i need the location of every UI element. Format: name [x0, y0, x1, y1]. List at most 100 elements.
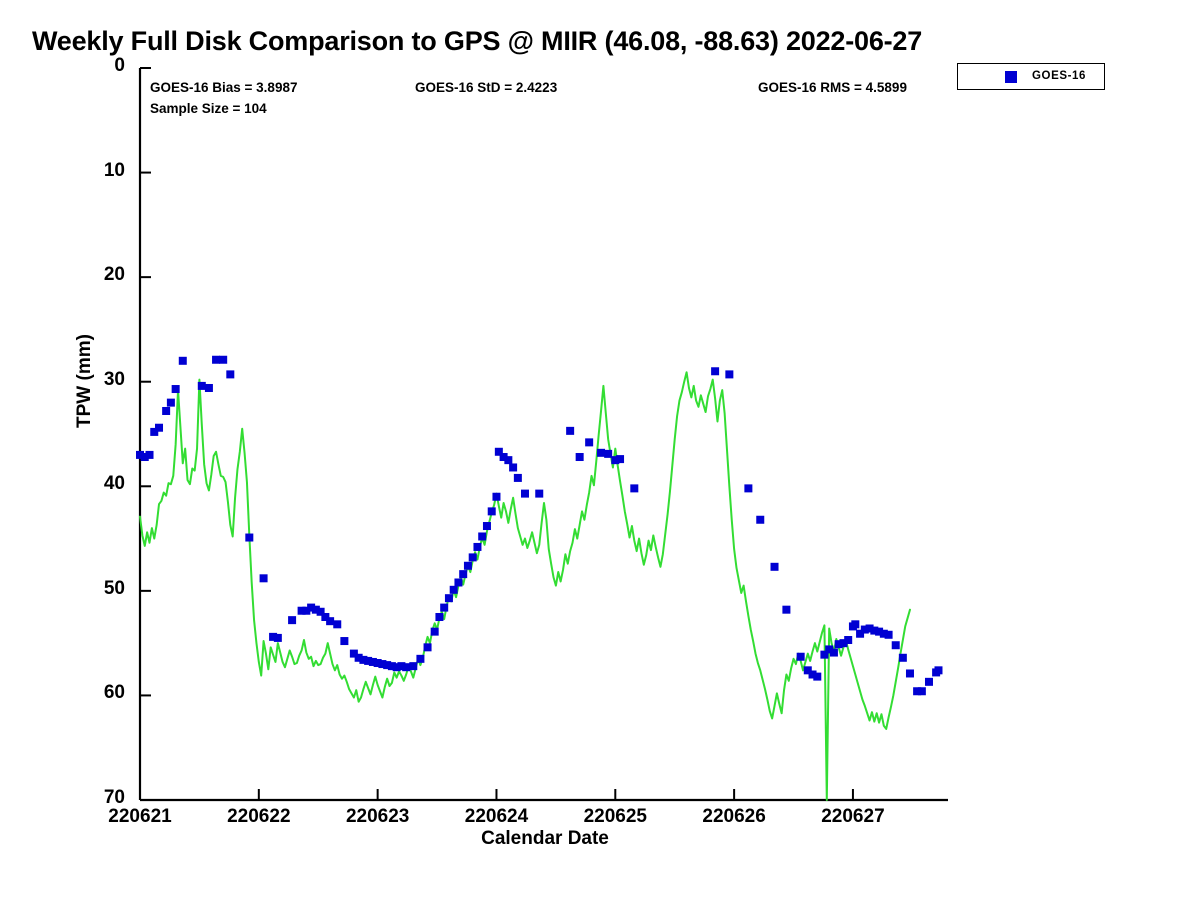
scatter-point: [860, 625, 869, 634]
scatter-point: [504, 456, 513, 465]
scatter-point: [316, 607, 325, 616]
scatter-point: [204, 383, 213, 392]
scatter-point: [509, 463, 518, 472]
y-tick-label: 40: [103, 473, 125, 495]
scatter-point: [423, 643, 432, 652]
scatter-point: [865, 624, 874, 633]
scatter-point: [744, 484, 753, 493]
scatter-point: [373, 659, 382, 668]
scatter-point: [219, 355, 228, 364]
scatter-point: [245, 533, 254, 542]
scatter-point: [212, 355, 221, 364]
scatter-point: [402, 663, 411, 672]
scatter-point: [409, 662, 418, 671]
scatter-point: [273, 633, 282, 642]
scatter-point: [349, 649, 358, 658]
legend-label-goes16: GOES-16: [1032, 70, 1087, 82]
scatter-point: [913, 687, 922, 696]
scatter-point: [616, 455, 625, 464]
scatter-point: [288, 616, 297, 625]
scatter-point: [839, 639, 848, 648]
scatter-point: [364, 656, 373, 665]
scatter-point: [844, 636, 853, 645]
x-tick-label: 220625: [583, 806, 647, 827]
scatter-point: [585, 438, 594, 447]
scatter-point: [354, 653, 363, 662]
legend-swatch-goes16-icon: [1005, 71, 1017, 83]
stat-rms: GOES-16 RMS = 4.5899: [758, 80, 907, 95]
scatter-point: [473, 542, 482, 551]
scatter-point: [879, 629, 888, 638]
scatter-point: [383, 661, 392, 670]
scatter-point: [756, 515, 765, 524]
scatter-point: [387, 662, 396, 671]
y-tick-label: 20: [103, 264, 125, 286]
y-tick-label: 60: [103, 682, 125, 704]
scatter-point: [478, 532, 487, 541]
scatter-point: [575, 453, 584, 462]
scatter-point: [813, 672, 822, 681]
scatter-point: [333, 620, 342, 629]
scatter-point: [934, 666, 943, 675]
scatter-point: [463, 561, 472, 570]
scatter-point: [829, 648, 838, 657]
goes16-scatter-series: [136, 355, 943, 696]
scatter-point: [711, 367, 720, 376]
scatter-point: [392, 663, 401, 672]
scatter-point: [397, 662, 406, 671]
scatter-point: [520, 489, 529, 498]
scatter-point: [492, 492, 501, 501]
scatter-point: [155, 423, 164, 432]
scatter-point: [416, 654, 425, 663]
scatter-point: [611, 456, 620, 465]
scatter-point: [870, 626, 879, 635]
scatter-point: [851, 620, 860, 629]
x-tick-label: 220623: [345, 806, 410, 827]
scatter-point: [178, 356, 187, 365]
scatter-point: [884, 630, 893, 639]
scatter-point: [782, 605, 791, 614]
scatter-point: [307, 603, 316, 612]
scatter-point: [725, 370, 734, 379]
scatter-point: [468, 553, 477, 562]
x-tick-label: 220626: [702, 806, 766, 827]
scatter-point: [321, 613, 330, 621]
gps-line-series: [139, 371, 911, 801]
scatter-point: [340, 637, 349, 646]
scatter-point: [494, 447, 503, 456]
y-tick-label: 0: [114, 55, 125, 76]
scatter-point: [162, 406, 171, 415]
scatter-point: [326, 617, 335, 626]
scatter-point: [630, 484, 639, 493]
scatter-point: [487, 507, 496, 516]
scatter-point: [875, 627, 884, 636]
stat-sample-size: Sample Size = 104: [150, 101, 267, 116]
scatter-point: [770, 562, 779, 571]
scatter-point: [803, 666, 812, 675]
x-axis-title: Calendar Date: [481, 828, 609, 849]
scatter-point: [150, 427, 159, 436]
x-tick-label: 220627: [821, 806, 885, 827]
scatter-point: [924, 677, 933, 686]
scatter-point: [368, 657, 377, 666]
scatter-point: [166, 398, 175, 407]
scatter-point: [891, 641, 900, 650]
y-tick-label: 70: [103, 787, 125, 808]
scatter-point: [834, 640, 843, 649]
scatter-point: [297, 606, 306, 615]
scatter-point: [140, 453, 149, 462]
scatter-point: [482, 522, 491, 531]
scatter-point: [513, 473, 522, 482]
scatter-point: [825, 645, 834, 654]
scatter-point: [454, 578, 463, 587]
scatter-point: [905, 669, 914, 678]
y-tick-label: 10: [103, 159, 125, 181]
scatter-point: [808, 670, 817, 679]
x-tick-label: 220624: [464, 806, 529, 827]
scatter-point: [796, 652, 805, 661]
scatter-point: [898, 653, 907, 662]
scatter-point: [197, 381, 206, 390]
stat-std: GOES-16 StD = 2.4223: [415, 80, 558, 95]
scatter-point: [136, 450, 144, 459]
